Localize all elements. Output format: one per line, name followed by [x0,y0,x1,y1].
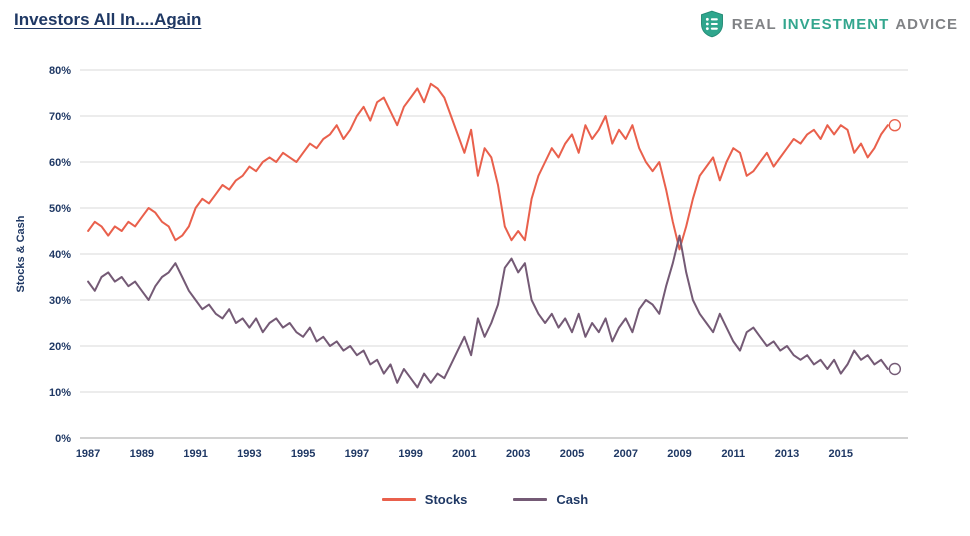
series-line-stocks [87,82,889,251]
chart-title: Investors All In....Again [14,10,202,29]
ria-shield-icon [700,10,723,38]
x-tick-label: 2003 [506,448,530,460]
legend-item-cash: Cash [513,492,588,507]
logo-word-advice: ADVICE [895,15,958,33]
cash-line-swatch [513,498,548,501]
end-marker-cash [888,362,902,376]
y-tick-label: 20% [49,341,71,353]
x-tick-label: 1993 [237,448,261,460]
legend: Stocks Cash [0,492,970,507]
y-tick-label: 60% [49,157,71,169]
logo-word-investment: INVESTMENT [782,15,890,33]
y-tick-label: 70% [49,111,71,123]
y-tick-label: 40% [49,249,71,261]
y-tick-label: 50% [49,203,71,215]
y-tick-label: 30% [49,295,71,307]
ria-logo: REAL INVESTMENT ADVICE [700,10,958,38]
legend-item-stocks: Stocks [381,492,468,507]
logo-word-real: REAL [731,15,777,33]
x-tick-label: 1989 [130,448,154,460]
x-tick-label: 1997 [345,448,369,460]
x-tick-label: 1995 [291,448,315,460]
x-tick-label: 1987 [76,448,100,460]
x-tick-label: 2009 [667,448,691,460]
x-tick-label: 1991 [183,448,207,460]
x-tick-label: 2015 [829,448,853,460]
x-tick-label: 2001 [452,448,476,460]
legend-label-cash: Cash [556,492,589,507]
stocks-line-swatch [381,498,416,501]
end-marker-stocks [888,118,902,132]
x-tick-label: 2007 [613,448,637,460]
ria-logo-text: REAL INVESTMENT ADVICE [732,16,958,33]
legend-label-stocks: Stocks [424,492,468,507]
x-tick-label: 2011 [721,448,745,460]
y-tick-label: 10% [49,387,71,399]
x-tick-label: 2013 [775,448,799,460]
chart: 0% 10% 20% 30% 40% 50% 60% 70% 80% 1987 1989 1991 19… [10,50,960,475]
y-tick-label: 0% [55,433,71,445]
chart-canvas: 0% 10% 20% 30% 40% 50% 60% 70% 80% 1987 1989 1991 19… [15,65,908,460]
x-tick-label: 2005 [560,448,584,460]
series-line-cash [87,234,889,389]
y-tick-label: 80% [49,65,71,77]
y-axis-title: Stocks & Cash [15,215,27,292]
x-tick-label: 1999 [398,448,422,460]
